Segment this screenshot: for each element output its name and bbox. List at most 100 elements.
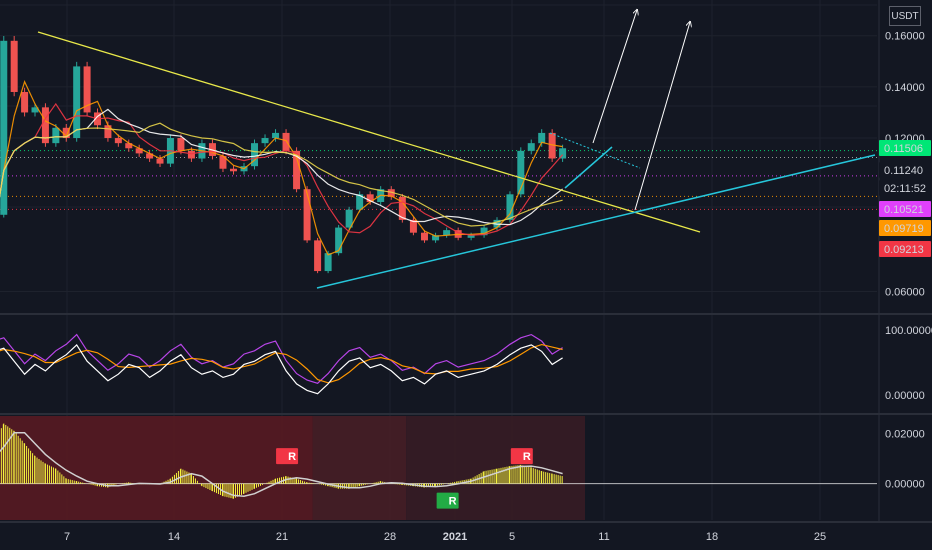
time-tick-0: 7	[64, 531, 70, 543]
currency-label: USDT	[889, 6, 921, 26]
candle-body-35	[345, 209, 353, 228]
signal-label: R	[288, 451, 296, 463]
candle-body-44	[443, 230, 451, 236]
rsi-line-orange	[0, 343, 563, 384]
moving-average-3	[0, 122, 563, 227]
moving-averages	[0, 80, 564, 256]
candle-body-46	[467, 235, 475, 238]
price-label-bg	[879, 180, 931, 196]
candle-body-5	[31, 107, 39, 113]
candle-body-28	[272, 132, 280, 139]
signal-marker-sell: R	[510, 448, 533, 465]
candle-body-40	[398, 196, 406, 220]
signal-marker-sell: R	[276, 448, 299, 465]
candle-body-29	[282, 132, 290, 151]
candle-body-16	[146, 153, 154, 159]
candle-body-47	[480, 227, 488, 236]
price-label-text: 0.10521	[884, 204, 924, 216]
candle-body-4	[21, 91, 29, 113]
price-label-text: 0.09719	[884, 223, 924, 235]
cyan-support-line	[316, 154, 876, 289]
yellow-trendline	[37, 31, 701, 233]
price-axis: 0.160000.140000.120000.06000100.000000.0…	[879, 31, 932, 491]
candle-body-52	[538, 132, 546, 144]
rsi-tick-1: 0.00000	[885, 390, 925, 402]
price-label-bg	[879, 220, 931, 236]
grid-lines	[0, 0, 877, 520]
price-label-text: 0.09213	[884, 244, 924, 256]
macd-background	[0, 416, 585, 520]
price-label-text: 02:11:52	[884, 183, 926, 195]
horizontal-levels	[0, 150, 877, 210]
time-axis: 7 14 21 28 2021 5 11 18 25	[64, 531, 826, 543]
rsi-pane	[0, 333, 563, 395]
candle-body-2	[0, 40, 8, 215]
moving-average-1	[0, 102, 564, 236]
price-tick-1: 0.14000	[885, 82, 925, 94]
price-label-bg	[879, 241, 931, 257]
price-candles	[0, 35, 567, 274]
candle-body-30	[293, 150, 301, 190]
dotted-channel-line	[549, 132, 641, 169]
candle-body-36	[356, 194, 364, 210]
rsi-tick-0: 100.00000	[885, 325, 932, 337]
pane-separators	[0, 0, 932, 523]
time-tick-6: 11	[598, 531, 609, 543]
price-label-5: 0.09213	[879, 241, 931, 257]
candle-body-15	[135, 148, 143, 154]
candle-body-7	[52, 127, 60, 144]
candle-body-32	[314, 240, 322, 272]
candle-body-19	[177, 138, 185, 151]
rsi-line-white	[0, 343, 563, 395]
signal-markers: R R R	[276, 448, 533, 509]
candle-body-26	[251, 143, 259, 167]
price-label-bg	[879, 201, 931, 217]
time-tick-5: 5	[509, 531, 515, 543]
candle-body-42	[420, 232, 428, 241]
rsi-line-purple	[0, 333, 563, 384]
candle-body-51	[527, 143, 535, 151]
candle-body-39	[387, 189, 395, 197]
candle-body-23	[219, 155, 227, 169]
candle-body-13	[114, 138, 122, 144]
signal-badge	[276, 448, 299, 465]
candle-body-54	[559, 148, 567, 159]
macd-tick-0: 0.02000	[885, 429, 925, 441]
candle-body-37	[366, 194, 374, 202]
macd-band-1	[312, 416, 407, 520]
price-label-4: 0.09719	[879, 220, 931, 236]
signal-label: R	[523, 451, 531, 463]
price-label-1: 0.11240	[879, 162, 931, 178]
candle-body-31	[303, 189, 311, 241]
time-tick-2: 21	[276, 531, 288, 543]
price-label-0: 0.11506	[879, 140, 931, 156]
candle-body-24	[229, 168, 237, 172]
signal-badge	[436, 492, 459, 509]
candle-body-53	[548, 132, 556, 159]
candle-body-8	[62, 127, 70, 139]
candle-body-10	[83, 66, 91, 113]
time-tick-4: 2021	[443, 531, 467, 543]
candle-body-34	[335, 227, 343, 254]
time-tick-3: 28	[384, 531, 396, 543]
macd-pane	[0, 423, 877, 499]
macd-tick-1: 0.00000	[885, 479, 925, 491]
trendlines	[37, 10, 876, 289]
projection-arrow-1	[592, 10, 637, 144]
price-label-bg	[879, 140, 931, 156]
candle-body-49	[506, 194, 514, 220]
time-tick-1: 14	[168, 531, 180, 543]
signal-label: R	[449, 496, 457, 508]
signal-badge	[510, 448, 533, 465]
candle-body-17	[156, 158, 164, 164]
candle-body-33	[324, 253, 332, 272]
macd-band-2	[406, 416, 585, 520]
signal-marker-buy: R	[436, 492, 459, 509]
projection-arrow-2	[634, 22, 690, 211]
price-label-bg	[879, 162, 931, 178]
price-tick-0: 0.16000	[885, 31, 925, 43]
price-label-3: 0.10521	[879, 201, 931, 217]
candle-body-27	[261, 138, 269, 144]
macd-band-0	[0, 416, 313, 520]
